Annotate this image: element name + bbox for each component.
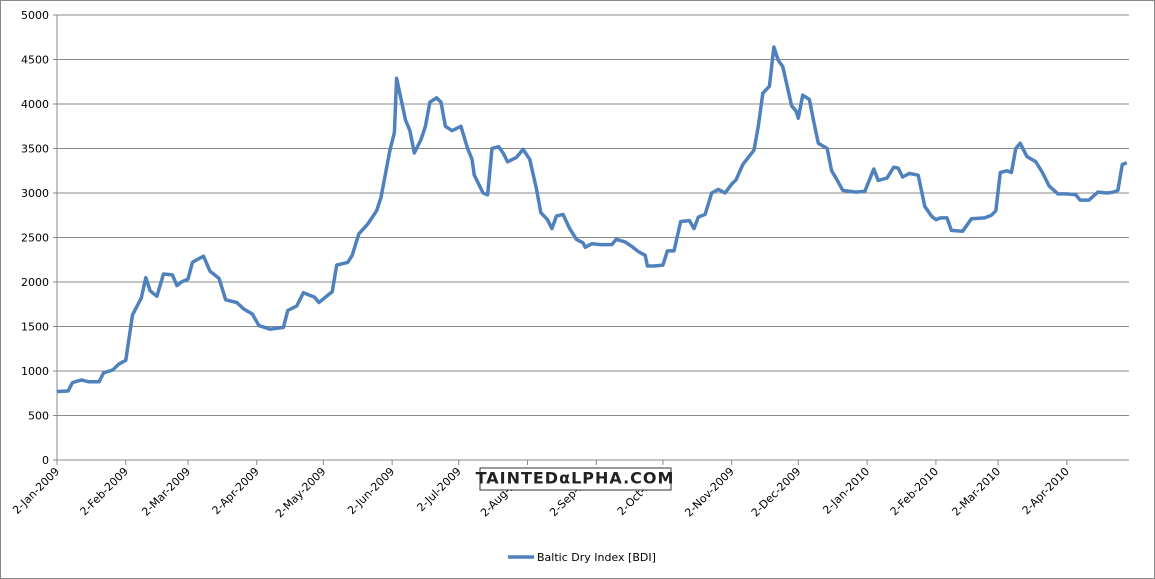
- legend-label: Baltic Dry Index [BDI]: [537, 551, 656, 564]
- y-tick-label: 1000: [21, 365, 49, 378]
- watermark-box: TAINTEDαLPHA.COM: [476, 467, 675, 491]
- line-series: [56, 45, 1128, 394]
- watermark: TAINTEDαLPHA.COM: [476, 469, 675, 488]
- y-tick-label: 4500: [21, 54, 49, 67]
- y-tick-label: 500: [28, 410, 49, 423]
- watermark-frame: [479, 467, 672, 491]
- y-tick-label: 5000: [21, 9, 49, 22]
- y-tick-label: 0: [42, 454, 49, 467]
- y-tick-label: 4000: [21, 98, 49, 111]
- y-tick-label: 3500: [21, 143, 49, 156]
- y-tick-label: 1500: [21, 321, 49, 334]
- y-tick-label: 2000: [21, 276, 49, 289]
- y-tick-label: 2500: [21, 232, 49, 245]
- y-tick-label: 3000: [21, 187, 49, 200]
